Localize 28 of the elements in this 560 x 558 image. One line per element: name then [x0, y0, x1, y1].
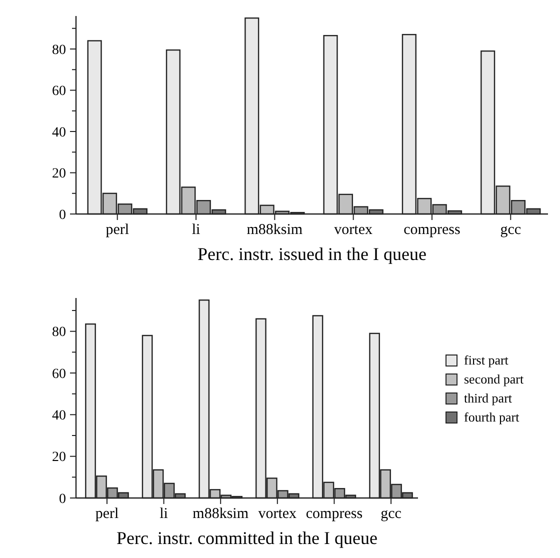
y-tick-label: 0: [59, 208, 66, 223]
y-tick-label: 20: [52, 450, 66, 466]
y-tick-label: 80: [52, 325, 66, 340]
y-tick-label: 80: [52, 42, 66, 58]
y-tick-label: 60: [52, 366, 66, 382]
x-tick-label: compress: [306, 506, 363, 522]
legend-label: first part: [464, 352, 509, 368]
x-tick-label: gcc: [500, 222, 522, 238]
y-tick-label: 20: [52, 166, 66, 182]
x-tick-label: vortex: [334, 222, 373, 238]
y-tick-label: 60: [52, 84, 66, 100]
x-tick-label: gcc: [380, 506, 402, 522]
y-tick-label: 40: [52, 125, 66, 140]
x-tick-label: li: [192, 222, 200, 238]
legend-label: second part: [464, 372, 524, 387]
x-tick-label: m88ksim: [192, 506, 249, 522]
x-tick-label: m88ksim: [246, 222, 303, 238]
x-tick-label: perl: [95, 506, 119, 522]
legend-label: fourth part: [464, 410, 520, 425]
legend-label: third part: [464, 390, 512, 406]
y-tick-label: 40: [52, 408, 66, 424]
x-tick-label: vortex: [258, 506, 298, 522]
x-tick-label: li: [160, 506, 168, 522]
x-tick-label: perl: [106, 222, 130, 238]
x-tick-label: compress: [404, 222, 460, 238]
x-axis-title: Perc. instr. issued in the I queue: [198, 244, 426, 264]
y-tick-label: 0: [59, 492, 66, 507]
x-axis-title: Perc. instr. committed in the I queue: [116, 528, 378, 548]
